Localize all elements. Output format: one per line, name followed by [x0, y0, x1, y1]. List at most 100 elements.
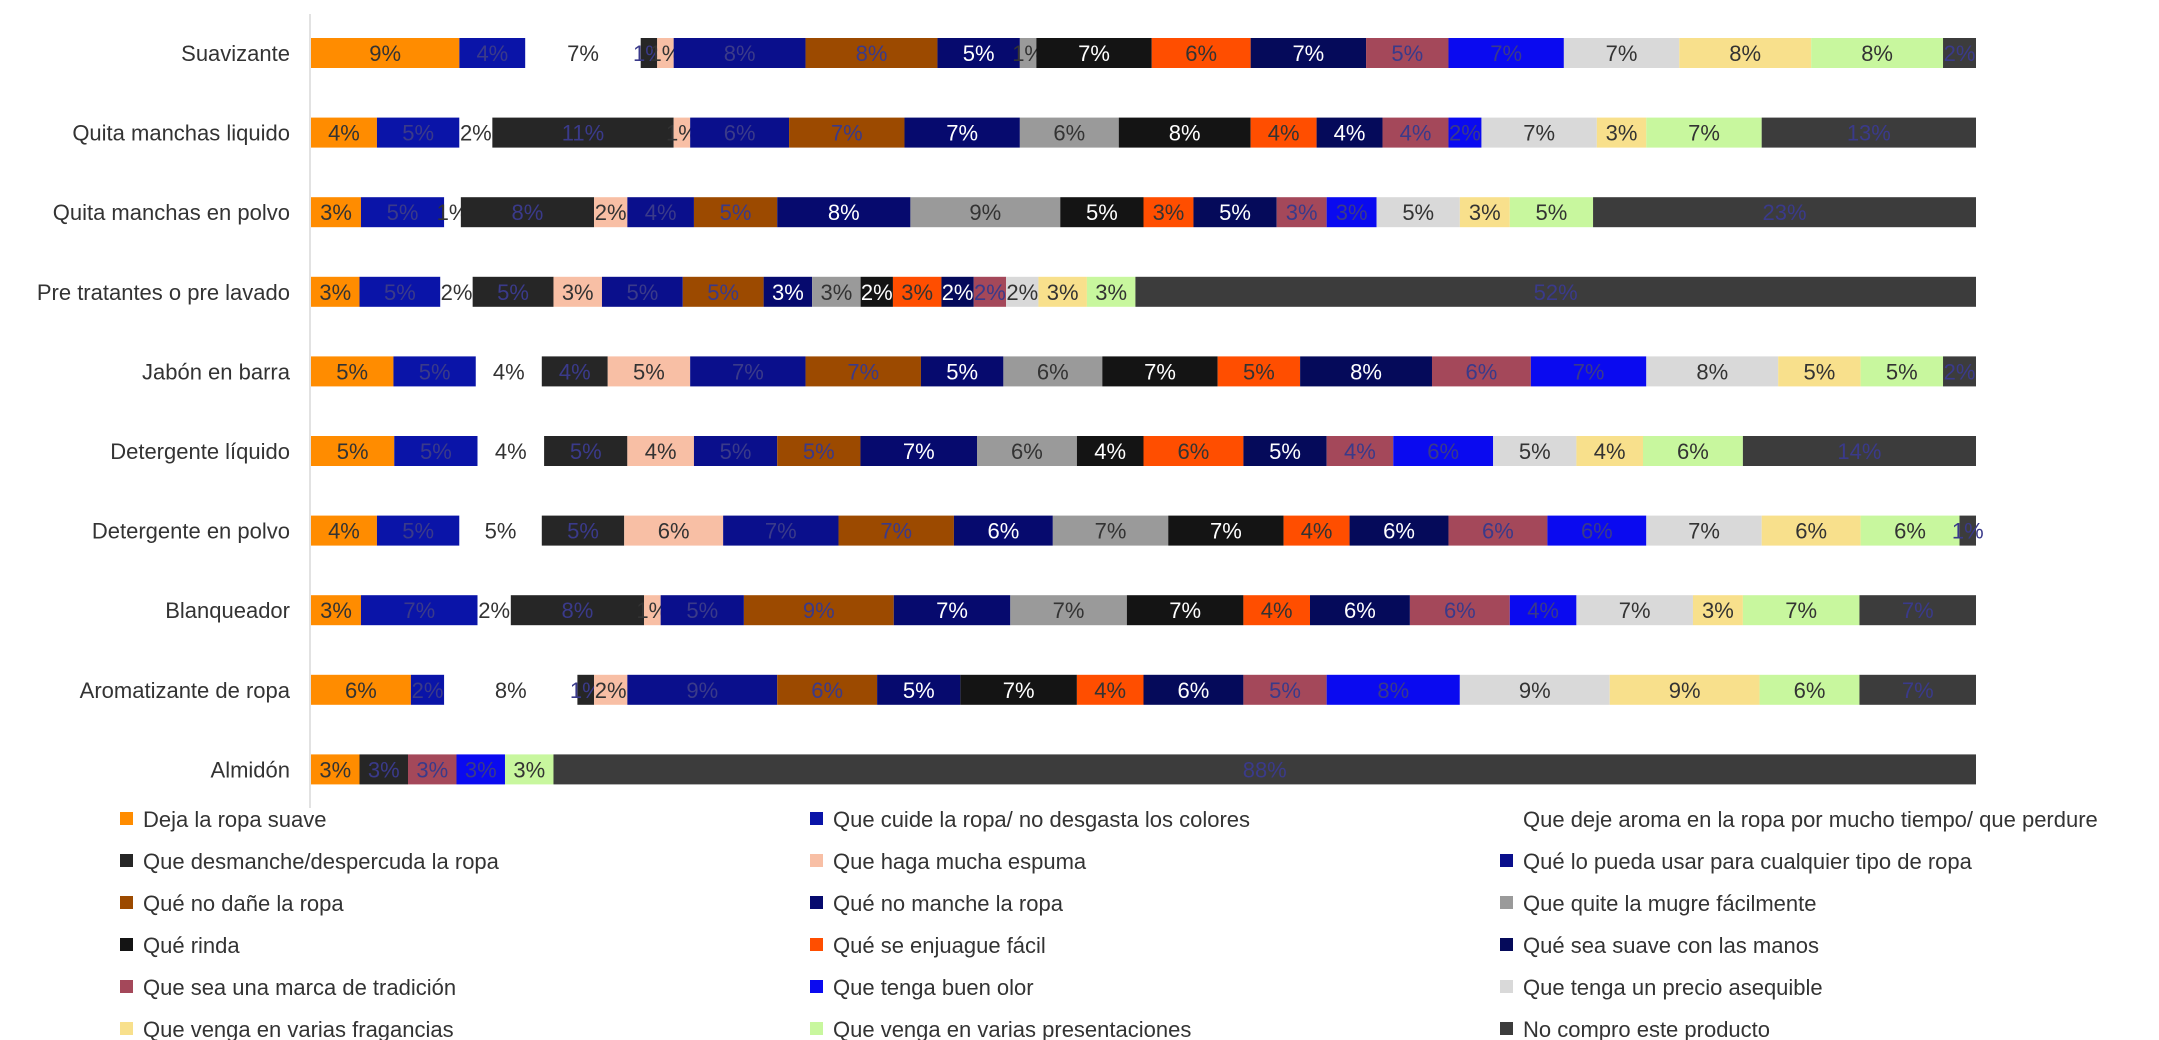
legend-label-que-quite-la-mugre-facilmente: Que quite la mugre fácilmente	[1523, 891, 1817, 916]
bar-detergente-liquido-que-no-manche-la-ropa	[860, 436, 977, 466]
bar-pre-tratantes-o-pre-lavado-que-deje-aroma-en-la-ropa-por-mucho-tiempo-que-perdure	[440, 276, 473, 307]
category-label-pre-tratantes-o-pre-lavado: Pre tratantes o pre lavado	[37, 280, 290, 305]
data-label-jabon-en-barra-que-lo-pueda-usar-para-cualquier-tipo-de-ropa: 7%	[732, 359, 764, 384]
data-label-pre-tratantes-o-pre-lavado-que-rinda: 2%	[861, 280, 893, 305]
bar-quita-manchas-liquido-que-no-dane-la-ropa	[789, 117, 905, 148]
legend-swatch-que-sea-una-marca-de-tradicion	[120, 980, 133, 993]
bar-suavizante-que-no-dane-la-ropa	[805, 38, 938, 68]
data-label-quita-manchas-en-polvo-que-se-enjuague-facil: 3%	[1153, 200, 1185, 225]
bar-detergente-liquido-que-se-enjuague-facil	[1143, 436, 1244, 466]
data-label-aromatizante-de-ropa-que-deje-aroma-en-la-ropa-por-mucho-tiempo-que-perdure: 8%	[495, 678, 527, 703]
bar-quita-manchas-en-polvo-que-rinda	[1060, 197, 1144, 228]
legend-swatch-que-venga-en-varias-presentaciones	[810, 1022, 823, 1035]
bar-blanqueador-que-haga-mucha-espuma	[644, 595, 661, 626]
bar-quita-manchas-liquido-que-venga-en-varias-presentaciones	[1646, 117, 1762, 148]
bar-suavizante-que-rinda	[1036, 38, 1152, 68]
data-label-suavizante-que-cuide-la-ropa-no-desgasta-los-colores: 4%	[476, 41, 508, 66]
bar-detergente-en-polvo-que-tenga-un-precio-asequible	[1646, 515, 1762, 546]
bar-quita-manchas-liquido-no-compro-este-producto	[1761, 117, 1976, 148]
data-label-quita-manchas-liquido-deja-la-ropa-suave: 4%	[328, 121, 360, 146]
data-label-quita-manchas-en-polvo-que-lo-pueda-usar-para-cualquier-tipo-de-ropa: 4%	[645, 200, 677, 225]
data-label-suavizante-que-sea-una-marca-de-tradicion: 5%	[1391, 41, 1423, 66]
bar-aromatizante-de-ropa-que-sea-suave-con-las-manos	[1143, 674, 1244, 705]
data-label-quita-manchas-en-polvo-que-quite-la-mugre-facilmente: 9%	[969, 200, 1001, 225]
data-label-quita-manchas-liquido-que-rinda: 8%	[1169, 121, 1201, 146]
legend: Deja la ropa suave Que cuide la ropa/ no …	[120, 807, 2098, 1040]
bar-quita-manchas-liquido-que-no-manche-la-ropa	[904, 117, 1020, 148]
data-label-detergente-en-polvo-que-se-enjuague-facil: 4%	[1301, 519, 1333, 544]
data-label-detergente-en-polvo-que-sea-una-marca-de-tradicion: 6%	[1482, 519, 1514, 544]
bar-suavizante-que-tenga-buen-olor	[1448, 38, 1564, 68]
bar-quita-manchas-en-polvo-que-quite-la-mugre-facilmente	[910, 197, 1061, 228]
data-label-jabon-en-barra-que-quite-la-mugre-facilmente: 6%	[1037, 359, 1069, 384]
data-label-aromatizante-de-ropa-que-cuide-la-ropa-no-desgasta-los-colores: 2%	[412, 678, 444, 703]
data-label-pre-tratantes-o-pre-lavado-que-se-enjuague-facil: 3%	[901, 280, 933, 305]
bar-aromatizante-de-ropa-que-se-enjuague-facil	[1076, 674, 1144, 705]
bar-detergente-en-polvo-que-lo-pueda-usar-para-cualquier-tipo-de-ropa	[723, 515, 839, 546]
data-label-quita-manchas-en-polvo-que-no-manche-la-ropa: 8%	[828, 200, 860, 225]
bar-suavizante-que-tenga-un-precio-asequible	[1563, 38, 1680, 68]
bar-almidon-que-desmanche-despercuda-la-ropa	[359, 754, 408, 785]
bar-aromatizante-de-ropa-que-desmanche-despercuda-la-ropa	[577, 674, 595, 705]
bar-detergente-liquido-deja-la-ropa-suave	[311, 436, 395, 466]
data-label-detergente-en-polvo-que-lo-pueda-usar-para-cualquier-tipo-de-ropa: 7%	[765, 519, 797, 544]
data-label-detergente-en-polvo-que-rinda: 7%	[1210, 519, 1242, 544]
data-label-jabon-en-barra-que-deje-aroma-en-la-ropa-por-mucho-tiempo-que-perdure: 4%	[493, 359, 525, 384]
bar-detergente-liquido-que-venga-en-varias-presentaciones	[1643, 436, 1743, 466]
data-label-detergente-en-polvo-que-venga-en-varias-presentaciones: 6%	[1894, 519, 1926, 544]
bar-quita-manchas-liquido-que-tenga-un-precio-asequible	[1481, 117, 1597, 148]
bar-quita-manchas-liquido-deja-la-ropa-suave	[311, 117, 377, 148]
data-label-quita-manchas-liquido-que-desmanche-despercuda-la-ropa: 11%	[562, 121, 604, 146]
bar-detergente-en-polvo-que-rinda	[1168, 515, 1284, 546]
bar-quita-manchas-liquido-que-deje-aroma-en-la-ropa-por-mucho-tiempo-que-perdure	[459, 117, 493, 148]
bar-almidon-que-sea-una-marca-de-tradicion	[407, 754, 457, 785]
legend-label-que-se-enjuague-facil: Qué se enjuague fácil	[833, 933, 1046, 958]
data-label-quita-manchas-en-polvo-que-haga-mucha-espuma: 2%	[595, 200, 627, 225]
legend-label-que-venga-en-varias-presentaciones: Que venga en varias presentaciones	[833, 1017, 1191, 1040]
data-label-blanqueador-que-sea-suave-con-las-manos: 6%	[1344, 598, 1376, 623]
data-label-blanqueador-que-venga-en-varias-fragancias: 3%	[1702, 598, 1734, 623]
data-label-blanqueador-que-desmanche-despercuda-la-ropa: 8%	[562, 598, 594, 623]
bar-detergente-en-polvo-que-no-dane-la-ropa	[838, 515, 954, 546]
data-label-detergente-en-polvo-que-no-manche-la-ropa: 6%	[987, 519, 1019, 544]
data-label-detergente-liquido-que-quite-la-mugre-facilmente: 6%	[1011, 439, 1043, 464]
data-label-suavizante-que-tenga-buen-olor: 7%	[1490, 41, 1522, 66]
bar-suavizante-que-sea-una-marca-de-tradicion	[1366, 38, 1449, 68]
data-label-jabon-en-barra-que-sea-una-marca-de-tradicion: 6%	[1466, 359, 1498, 384]
data-label-quita-manchas-liquido-que-no-manche-la-ropa: 7%	[946, 121, 978, 146]
data-label-suavizante-que-deje-aroma-en-la-ropa-por-mucho-tiempo-que-perdure: 7%	[567, 41, 599, 66]
data-label-quita-manchas-liquido-que-no-dane-la-ropa: 7%	[831, 121, 863, 146]
data-label-aromatizante-de-ropa-que-se-enjuague-facil: 4%	[1094, 678, 1126, 703]
bar-pre-tratantes-o-pre-lavado-no-compro-este-producto	[1135, 276, 1976, 307]
bar-quita-manchas-liquido-que-desmanche-despercuda-la-ropa	[492, 117, 674, 148]
data-label-detergente-liquido-que-se-enjuague-facil: 6%	[1178, 439, 1210, 464]
data-label-suavizante-que-tenga-un-precio-asequible: 7%	[1606, 41, 1638, 66]
data-label-almidon-que-tenga-buen-olor: 3%	[465, 757, 497, 782]
bar-jabon-en-barra-que-deje-aroma-en-la-ropa-por-mucho-tiempo-que-perdure	[475, 356, 542, 387]
bar-suavizante-que-cuide-la-ropa-no-desgasta-los-colores	[459, 38, 526, 68]
data-label-pre-tratantes-o-pre-lavado-que-lo-pueda-usar-para-cualquier-tipo-de-ropa: 5%	[626, 280, 658, 305]
bar-detergente-liquido-no-compro-este-producto	[1742, 436, 1976, 466]
data-label-pre-tratantes-o-pre-lavado-que-quite-la-mugre-facilmente: 3%	[820, 280, 852, 305]
data-label-detergente-en-polvo-que-deje-aroma-en-la-ropa-por-mucho-tiempo-que-perdure: 5%	[485, 519, 517, 544]
data-label-aromatizante-de-ropa-que-no-dane-la-ropa: 6%	[811, 678, 843, 703]
data-label-quita-manchas-liquido-que-sea-una-marca-de-tradicion: 4%	[1400, 121, 1432, 146]
data-label-jabon-en-barra-que-desmanche-despercuda-la-ropa: 4%	[559, 359, 591, 384]
data-label-pre-tratantes-o-pre-lavado-deja-la-ropa-suave: 3%	[319, 280, 351, 305]
data-label-blanqueador-que-no-dane-la-ropa: 9%	[803, 598, 835, 623]
bar-detergente-en-polvo-no-compro-este-producto	[1959, 515, 1976, 546]
data-label-almidon-no-compro-este-producto: 88%	[1243, 757, 1287, 782]
data-label-jabon-en-barra-que-no-dane-la-ropa: 7%	[847, 359, 879, 384]
data-label-detergente-liquido-deja-la-ropa-suave: 5%	[337, 439, 369, 464]
bar-detergente-liquido-que-sea-suave-con-las-manos	[1243, 436, 1327, 466]
bar-quita-manchas-en-polvo-que-tenga-un-precio-asequible	[1376, 197, 1460, 228]
bar-blanqueador-que-quite-la-mugre-facilmente	[1010, 595, 1127, 626]
bar-quita-manchas-en-polvo-que-venga-en-varias-presentaciones	[1509, 197, 1594, 228]
bar-aromatizante-de-ropa-que-sea-una-marca-de-tradicion	[1243, 674, 1327, 705]
data-label-suavizante-que-lo-pueda-usar-para-cualquier-tipo-de-ropa: 8%	[724, 41, 756, 66]
data-label-detergente-en-polvo-que-haga-mucha-espuma: 6%	[658, 519, 690, 544]
bar-suavizante-que-desmanche-despercuda-la-ropa	[640, 38, 658, 68]
data-label-quita-manchas-en-polvo-que-no-dane-la-ropa: 5%	[720, 200, 752, 225]
bar-pre-tratantes-o-pre-lavado-que-lo-pueda-usar-para-cualquier-tipo-de-ropa	[601, 276, 683, 307]
